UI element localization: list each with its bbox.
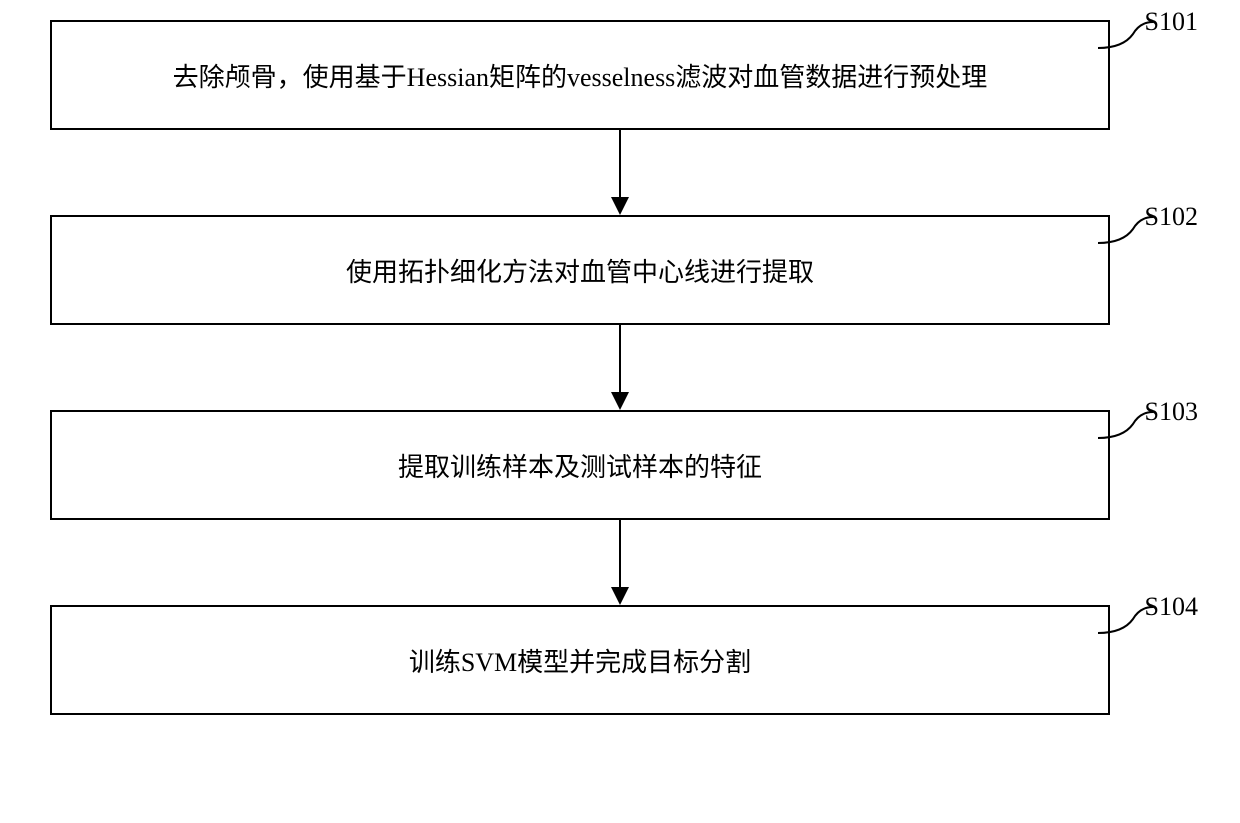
step-text: 去除颅骨，使用基于Hessian矩阵的vesselness滤波对血管数据进行预处… xyxy=(173,57,988,94)
step-text: 提取训练样本及测试样本的特征 xyxy=(398,447,762,484)
step-text: 训练SVM模型并完成目标分割 xyxy=(409,642,751,679)
step-text: 使用拓扑细化方法对血管中心线进行提取 xyxy=(346,252,814,289)
step-box-s104: 训练SVM模型并完成目标分割 S104 xyxy=(50,605,1110,715)
step-s102: 使用拓扑细化方法对血管中心线进行提取 S102 xyxy=(50,215,1190,325)
step-label: S104 xyxy=(1145,592,1198,622)
step-box-s102: 使用拓扑细化方法对血管中心线进行提取 S102 xyxy=(50,215,1110,325)
step-s104: 训练SVM模型并完成目标分割 S104 xyxy=(50,605,1190,715)
arrow-wrapper xyxy=(90,325,1150,410)
step-label: S103 xyxy=(1145,397,1198,427)
arrow-wrapper xyxy=(90,130,1150,215)
flowchart-container: 去除颅骨，使用基于Hessian矩阵的vesselness滤波对血管数据进行预处… xyxy=(50,20,1190,715)
arrow-wrapper xyxy=(90,520,1150,605)
arrow-down-icon xyxy=(619,520,621,605)
step-box-s103: 提取训练样本及测试样本的特征 S103 xyxy=(50,410,1110,520)
step-s103: 提取训练样本及测试样本的特征 S103 xyxy=(50,410,1190,520)
step-label: S102 xyxy=(1145,202,1198,232)
step-label: S101 xyxy=(1145,7,1198,37)
arrow-down-icon xyxy=(619,130,621,215)
step-box-s101: 去除颅骨，使用基于Hessian矩阵的vesselness滤波对血管数据进行预处… xyxy=(50,20,1110,130)
step-s101: 去除颅骨，使用基于Hessian矩阵的vesselness滤波对血管数据进行预处… xyxy=(50,20,1190,130)
arrow-down-icon xyxy=(619,325,621,410)
